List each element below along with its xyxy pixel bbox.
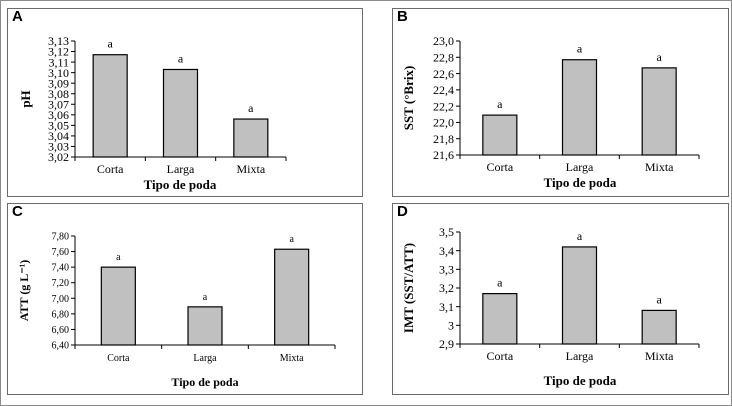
y-tick-label: 6,60 [52,325,70,336]
bar-label: a [203,292,208,303]
y-tick-label: 22,8 [433,50,454,64]
bar [162,68,199,158]
panel-letter-a: A [12,8,23,25]
bar [187,306,223,346]
panel-letter-c: C [12,203,23,220]
panel-letter-b: B [397,8,408,25]
x-tick-label: Larga [566,160,594,174]
bar-label: a [497,97,503,111]
y-tick-label: 3,05 [48,119,69,133]
y-tick-label: 2,9 [439,337,454,351]
y-tick-label: 3,4 [439,244,454,258]
y-tick-label: 7,40 [52,263,70,274]
y-tick-label: 3,06 [48,108,69,122]
chart-sst: 21,6 21,8 22,0 22,2 22,4 22,6 22,8 23,0 a Corta a L… [401,34,700,190]
y-axis-title: SST (°Brix) [401,66,416,131]
y-tick-label: 7,80 [52,232,70,243]
x-tick-label: Larga [193,353,217,364]
bar [482,114,518,156]
chart-ph: 3,023,033,043,053,063,073,083,093,103,11… [18,34,287,192]
x-tick-label: Mixta [645,160,674,174]
chart-imt: 2,9 3 3,1 3,2 3,3 3,4 3,5 a Corta a Larga a Mixta Tip… [401,225,700,388]
y-tick-label: 3,12 [48,45,69,59]
y-tick-label: 21,8 [433,132,454,146]
bar-label: a [497,276,503,290]
y-axis-title: pH [18,90,33,107]
x-tick-label: Mixta [236,162,265,176]
panel-c: C 6,40 6,60 6,80 7,00 7,20 7,40 7,60 7,80 a Corta… [7,203,363,395]
bar-label: a [657,50,663,64]
y-tick-label: 3,3 [439,263,454,277]
chart-att: 6,40 6,60 6,80 7,00 7,20 7,40 7,60 7,80 a Corta a L… [17,232,336,389]
x-axis-title: Tipo de poda [544,373,617,388]
bar [641,309,677,345]
x-tick-label: Corta [486,349,513,363]
x-tick-label: Mixta [280,353,304,364]
y-tick-label: 3,10 [48,66,69,80]
panel-a: A 3,02 3,03 3,04 3,05 3,06 3,07 3,08 3,09 3,10 3,… [7,8,363,197]
x-axis-title: Tipo de poda [544,175,617,190]
y-tick-label: 7,00 [52,294,70,305]
bar [274,248,310,346]
y-tick-label: 3,2 [439,281,454,295]
y-tick-label: 3,04 [48,129,69,143]
y-tick-label: 7,20 [52,278,70,289]
y-tick-label: 22,2 [433,99,454,113]
x-tick-label: Mixta [645,349,674,363]
bar-label: a [577,42,583,56]
bar [561,59,598,156]
bar-label: a [577,229,583,243]
x-tick-label: Larga [167,162,195,176]
bar [92,54,128,158]
bar [233,118,269,158]
panel-b: B 21,6 21,8 22,0 22,2 22,4 22,6 22,8 23,0 a Corta… [392,8,729,197]
bar-label: a [248,101,254,115]
y-tick-label: 3 [448,319,454,333]
x-tick-label: Corta [107,353,130,364]
bar-label: a [657,292,663,306]
bar [100,266,136,346]
bar-label: a [289,234,294,245]
y-tick-label: 3,1 [439,300,454,314]
y-tick-label: 21,6 [433,148,454,162]
y-tick-label: 3,03 [48,140,69,154]
x-tick-label: Corta [486,160,513,174]
y-tick-label: 22,4 [433,83,454,97]
x-tick-label: Larga [566,349,594,363]
y-tick-label: 7,60 [52,247,70,258]
y-tick-label: 3,13 [48,34,69,48]
y-tick-label: 6,80 [52,309,70,320]
bar-label: a [108,37,114,51]
y-tick-label: 3,07 [48,97,69,111]
y-tick-label: 22,6 [433,67,454,81]
y-tick-label: 3,5 [439,225,454,239]
x-axis-title: Tipo de poda [144,177,217,192]
bar-label: a [116,252,121,263]
y-axis-title: ATT (g L⁻¹) [17,260,31,322]
x-tick-label: Corta [97,162,124,176]
y-axis-title: IMT (SST/ATT) [401,243,416,333]
x-axis-title: Tipo de poda [171,375,238,389]
y-tick-label: 3,02 [48,150,69,164]
y-tick-label: 22,0 [433,116,454,130]
bar [641,67,677,156]
bar [482,292,518,345]
y-tick-label: 3,08 [48,87,69,101]
y-tick-label: 3,09 [48,76,69,90]
panel-d: D 2,9 3 3,1 3,2 3,3 3,4 3,5 a Corta a Larga a Mixta T… [392,203,729,395]
y-tick-label: 23,0 [433,34,454,48]
panel-letter-d: D [397,203,408,220]
bar [561,246,598,345]
y-tick-label: 3,11 [48,55,69,69]
y-tick-label: 6,40 [52,341,70,352]
bar-label: a [178,51,184,65]
